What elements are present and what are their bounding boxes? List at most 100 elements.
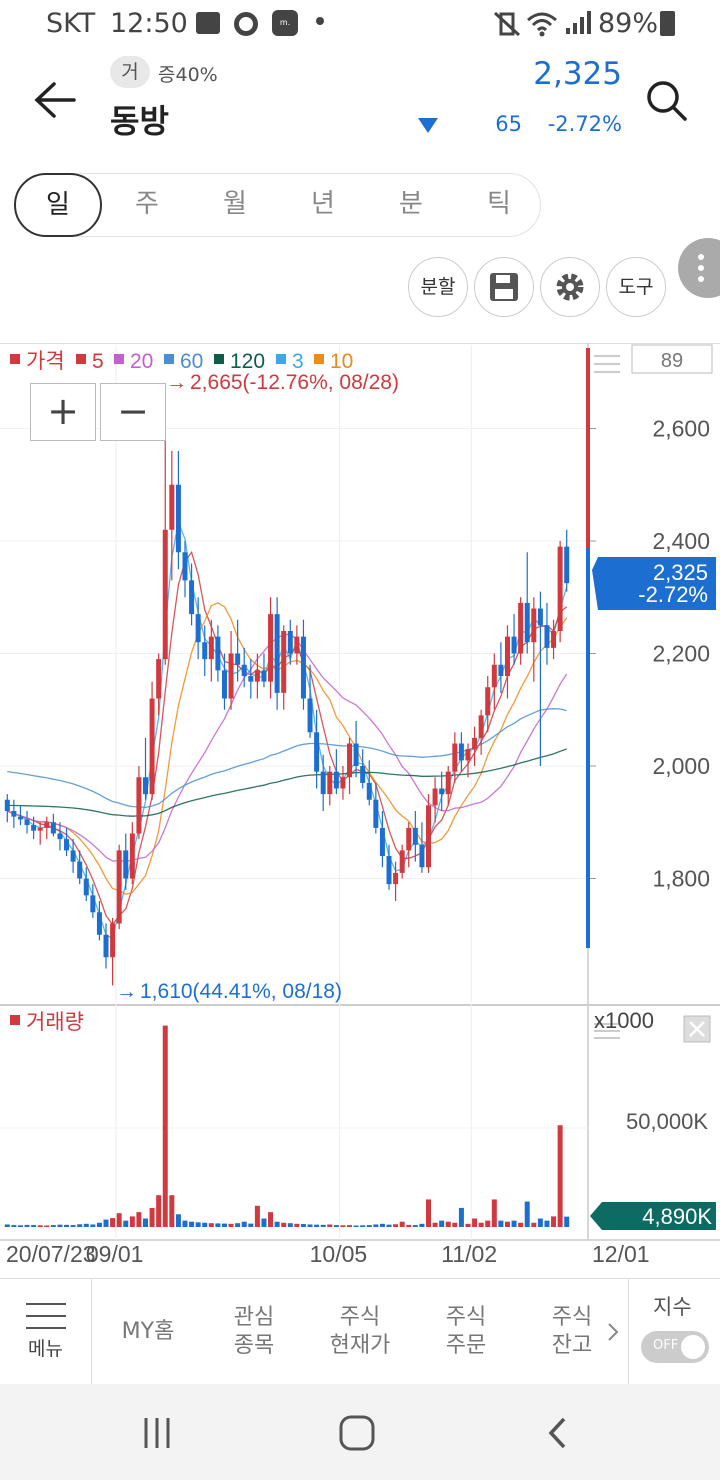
candle-body bbox=[412, 827, 418, 845]
price-tick-label: 1,800 bbox=[652, 866, 710, 892]
candle-body bbox=[254, 670, 260, 682]
tab-year[interactable]: 년 bbox=[311, 189, 335, 219]
candle-body bbox=[162, 529, 168, 660]
menu-button[interactable]: 메뉴 bbox=[0, 1279, 92, 1385]
tab-month[interactable]: 월 bbox=[223, 189, 247, 219]
notes-icon bbox=[196, 12, 220, 34]
side-panel-handle[interactable] bbox=[678, 238, 720, 298]
vibrate-mute-icon bbox=[493, 11, 521, 37]
settings-button[interactable] bbox=[540, 257, 600, 317]
volume-bar bbox=[465, 1223, 471, 1227]
volume-bar bbox=[353, 1225, 359, 1227]
system-nav-bar bbox=[0, 1384, 720, 1480]
candle-body bbox=[83, 878, 89, 896]
candle-body bbox=[11, 811, 17, 817]
candle-body bbox=[189, 580, 195, 615]
volume-bar bbox=[83, 1223, 89, 1227]
zoom-out-button[interactable]: − bbox=[100, 383, 166, 441]
tab-minute[interactable]: 분 bbox=[399, 189, 423, 219]
volume-bar bbox=[327, 1224, 333, 1227]
bottom-nav: 메뉴 MY홈 관심 종목 주식 현재가 주식 주문 주식 잔고 지수 OFF bbox=[0, 1278, 720, 1385]
index-toggle[interactable]: OFF bbox=[641, 1331, 709, 1363]
volume-bar bbox=[491, 1199, 497, 1227]
legend-label: 5 bbox=[92, 350, 104, 373]
candle-body bbox=[287, 631, 293, 654]
volume-bar bbox=[221, 1223, 227, 1227]
volume-bar bbox=[300, 1224, 306, 1227]
candle-body bbox=[24, 819, 30, 826]
tab-day[interactable]: 일 bbox=[14, 173, 102, 237]
more-vertical-icon bbox=[698, 254, 704, 282]
ma-line-10 bbox=[7, 602, 568, 895]
candle-body bbox=[347, 743, 353, 778]
nav-my-home[interactable]: MY홈 bbox=[96, 1279, 200, 1385]
nav-current-price[interactable]: 주식 현재가 bbox=[308, 1279, 412, 1385]
volume-bar bbox=[347, 1225, 353, 1227]
volume-bar bbox=[412, 1225, 418, 1227]
volume-bar bbox=[557, 1125, 563, 1227]
low-price-note: 1,610(44.41%, 08/18) bbox=[140, 980, 342, 1003]
stock-name[interactable]: 동방 bbox=[110, 102, 169, 140]
candle-body bbox=[366, 782, 372, 800]
back-icon[interactable] bbox=[546, 1416, 570, 1450]
candle-body bbox=[202, 642, 208, 660]
volume-bar bbox=[544, 1220, 550, 1227]
nav-balance-label: 주식 잔고 bbox=[551, 1305, 593, 1358]
battery-level: 89% bbox=[598, 8, 659, 39]
volume-bar bbox=[478, 1222, 484, 1227]
tab-tick[interactable]: 틱 bbox=[487, 189, 511, 219]
tool-button[interactable]: 도구 bbox=[606, 257, 666, 317]
candle-body bbox=[110, 923, 116, 958]
volume-bar bbox=[11, 1225, 17, 1227]
volume-bar bbox=[524, 1201, 530, 1227]
ma-line-120 bbox=[7, 748, 567, 817]
nav-current-price-label: 주식 현재가 bbox=[329, 1305, 391, 1358]
candle-body bbox=[452, 743, 458, 772]
volume-bar bbox=[307, 1224, 313, 1227]
nav-order[interactable]: 주식 주문 bbox=[414, 1279, 518, 1385]
candle-body bbox=[142, 777, 149, 795]
volume-scroll-handle-icon[interactable] bbox=[594, 1023, 620, 1039]
volume-bar bbox=[123, 1220, 129, 1227]
index-toggle-panel: 지수 OFF bbox=[628, 1279, 720, 1385]
volume-bar bbox=[360, 1225, 366, 1227]
legend-marker bbox=[164, 354, 174, 364]
candle-body bbox=[195, 614, 201, 643]
count-box[interactable] bbox=[631, 344, 713, 374]
candle-body bbox=[465, 749, 471, 761]
candle-body bbox=[156, 659, 162, 699]
chevron-right-icon[interactable] bbox=[606, 1321, 620, 1343]
candle-body bbox=[70, 850, 76, 862]
count-value: 89 bbox=[661, 350, 683, 372]
candle-body bbox=[50, 822, 56, 834]
candle-body bbox=[169, 484, 175, 530]
zoom-in-button[interactable]: + bbox=[30, 383, 96, 441]
candle-body bbox=[274, 614, 280, 693]
candle-body bbox=[564, 546, 570, 584]
nav-watchlist[interactable]: 관심 종목 bbox=[202, 1279, 306, 1385]
scroll-handle-icon[interactable] bbox=[594, 355, 620, 373]
search-icon[interactable] bbox=[646, 80, 688, 122]
candle-body bbox=[557, 546, 563, 631]
volume-bar bbox=[531, 1222, 537, 1227]
candle-body bbox=[320, 771, 326, 795]
volume-multiplier: x1000 bbox=[594, 1008, 654, 1033]
candle-body bbox=[281, 631, 287, 693]
save-button[interactable] bbox=[474, 257, 534, 317]
nav-balance[interactable]: 주식 잔고 bbox=[520, 1279, 624, 1385]
volume-bar bbox=[96, 1222, 102, 1227]
volume-label: 거래량 bbox=[26, 1011, 84, 1034]
candle-body bbox=[31, 825, 37, 831]
volume-bar bbox=[182, 1220, 188, 1227]
split-button[interactable]: 분할 bbox=[408, 257, 468, 317]
date-tick-label: 09/01 bbox=[86, 1241, 144, 1267]
current-price: 2,325 bbox=[533, 56, 622, 92]
home-icon[interactable] bbox=[338, 1414, 376, 1452]
volume-bar bbox=[44, 1225, 50, 1227]
recent-apps-icon[interactable] bbox=[142, 1416, 172, 1450]
volume-bar bbox=[518, 1222, 524, 1227]
tab-week[interactable]: 주 bbox=[135, 189, 159, 219]
back-arrow-icon[interactable] bbox=[34, 82, 76, 118]
volume-bar bbox=[511, 1220, 517, 1227]
